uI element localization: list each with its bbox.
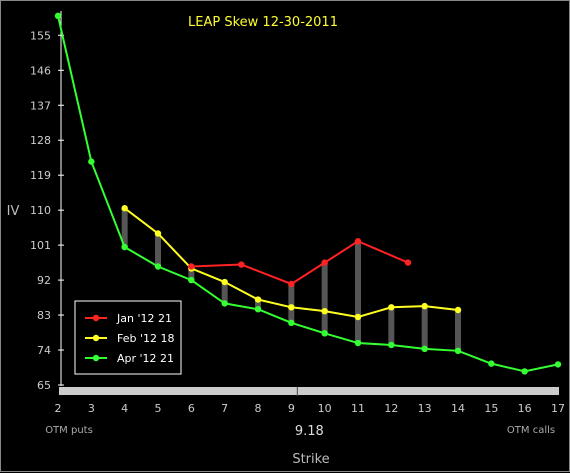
spread-bar [121,208,128,248]
y-tick-label: 128 [30,134,51,147]
x-tick-label: 12 [384,402,398,415]
data-point [238,261,245,268]
y-tick-group: 65 74 83 92 101 110 119 128 137 146 155 [30,29,64,392]
spread-bar [255,299,261,310]
data-point [154,230,162,237]
y-tick-label: 101 [30,239,51,252]
underlying-price-label: 9.18 [295,424,324,439]
legend-swatch-dot [92,314,100,322]
x-tick-label: 10 [318,402,332,415]
spread-bar [388,307,395,345]
data-point [221,278,228,286]
data-point [388,304,395,311]
x-tick-label: 8 [255,402,262,415]
data-point [421,345,428,353]
data-point [321,330,328,337]
data-point [488,360,495,367]
legend-items: Jan '12 21 Feb '12 18 Apr '12 21 [85,312,175,365]
legend-label: Jan '12 21 [116,312,172,325]
y-axis-label: IV [7,204,20,219]
y-tick-label: 119 [30,169,51,182]
spread-bar [221,282,228,304]
data-point [388,341,395,349]
series-line [57,15,559,373]
data-point [288,280,295,288]
x-tick-label: 11 [351,402,365,415]
data-point [454,347,462,355]
y-tick-label: 146 [30,64,51,77]
legend: Jan '12 21 Feb '12 18 Apr '12 21 [74,300,182,375]
legend-swatch-dot [92,354,100,362]
data-point [188,276,195,284]
series-line [191,240,409,286]
x-tick-label: 6 [188,402,195,415]
data-point [288,304,295,311]
y-tick-label: 83 [37,309,51,322]
data-point [354,339,362,347]
y-tick-label: 92 [37,274,51,287]
data-point [154,263,162,270]
x-tick-label: 4 [121,402,128,415]
x-tick-label: 14 [451,402,465,415]
spread-bar [455,310,461,351]
spread-bar-group [121,208,461,351]
spread-bar [355,241,361,344]
otm-calls-label: OTM calls [507,425,555,436]
data-point [554,361,562,368]
x-tick-group: 2 3 4 5 6 7 8 9 10 11 12 13 14 15 16 17 [55,402,566,415]
legend-label: Feb '12 18 [117,332,175,345]
data-point [321,307,328,315]
y-tick-label: 110 [30,204,51,217]
x-axis-bar [59,387,559,395]
spread-bar [288,283,295,323]
data-point [254,296,262,303]
data-point [354,238,362,245]
x-tick-label: 9 [288,402,295,415]
data-point [254,306,262,313]
data-point [354,313,362,321]
spread-bar [421,306,428,349]
otm-puts-label: OTM puts [45,425,93,436]
data-point [188,263,195,270]
data-point [321,259,328,266]
data-point [54,12,62,20]
x-tick-label: 13 [418,402,432,415]
legend-swatch-dot [92,334,100,342]
data-point [521,368,528,375]
spread-bar [188,266,195,281]
data-point [454,306,462,314]
x-tick-label: 5 [155,402,162,415]
data-point [121,243,128,251]
x-axis-label: Strike [292,452,329,467]
data-point [121,205,128,212]
spread-bar [155,233,161,267]
x-tick-label: 7 [221,402,228,415]
y-tick-label: 74 [37,344,51,357]
data-point [421,302,428,310]
x-tick-label: 15 [484,402,498,415]
legend-label: Apr '12 21 [117,352,174,365]
data-point [404,259,412,266]
chart-title: LEAP Skew 12-30-2011 [188,15,338,30]
data-point [88,158,95,165]
data-point [288,319,295,327]
x-tick-label: 16 [518,402,532,415]
y-tick-label: 137 [30,99,51,112]
data-point [221,300,228,307]
series-group [54,12,562,375]
spread-bar [321,262,328,334]
x-tick-label: 17 [551,402,565,415]
y-tick-label: 155 [30,29,51,42]
x-tick-label: 3 [88,402,95,415]
x-tick-label: 2 [55,402,62,415]
y-tick-label: 65 [37,379,51,392]
